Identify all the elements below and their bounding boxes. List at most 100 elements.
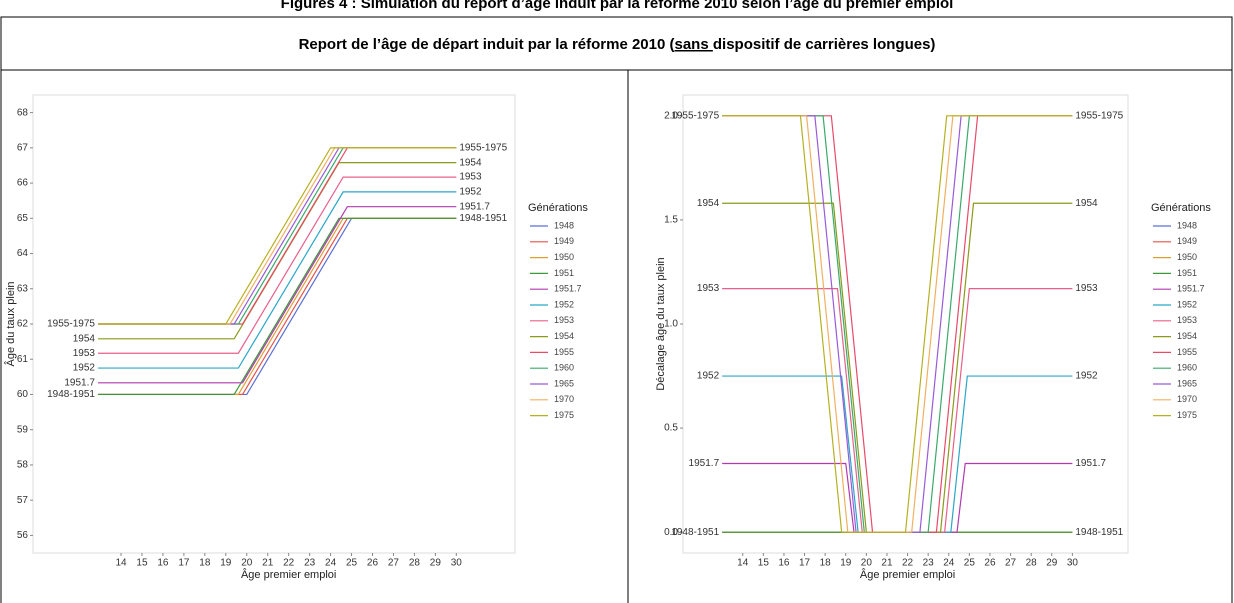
line-label: 1955-1975 — [1075, 110, 1123, 121]
line-label: 1951.7 — [689, 458, 720, 469]
y-tick-label: 56 — [17, 530, 29, 541]
x-tick-label: 28 — [1026, 558, 1038, 569]
legend-label: 1951 — [554, 268, 574, 278]
y-tick-label: 0.0 — [664, 527, 678, 538]
x-tick-label: 16 — [157, 558, 169, 569]
legend-label: 1960 — [1177, 363, 1197, 373]
x-axis-label: Âge premier emploi — [241, 568, 336, 581]
line-label: 1948-1951 — [1075, 527, 1123, 538]
x-tick-label: 29 — [1046, 558, 1058, 569]
y-tick-label: 68 — [17, 107, 29, 118]
x-tick-label: 17 — [799, 558, 811, 569]
x-tick-label: 23 — [304, 558, 316, 569]
table-border — [0, 16, 1233, 603]
x-tick-label: 25 — [346, 558, 358, 569]
line-label: 1952 — [459, 187, 482, 198]
line-label: 1954 — [73, 333, 96, 344]
heading-part: dispositif de carrières longues) — [713, 36, 936, 53]
legend-label: 1955 — [1177, 347, 1197, 357]
legend-label: 1954 — [1177, 331, 1197, 341]
x-tick-label: 18 — [820, 558, 832, 569]
x-tick-label: 21 — [262, 558, 274, 569]
line-label: 1948-1951 — [671, 527, 719, 538]
legend-label: 1960 — [554, 363, 574, 373]
line-label: 1953 — [1075, 283, 1098, 294]
legend-label: 1970 — [554, 394, 574, 404]
legend-label: 1953 — [1177, 315, 1197, 325]
x-tick-label: 28 — [409, 558, 421, 569]
x-tick-label: 26 — [367, 558, 379, 569]
legend-label: 1954 — [554, 331, 574, 341]
y-tick-label: 1.5 — [664, 215, 678, 226]
x-tick-label: 19 — [840, 558, 852, 569]
legend-label: 1948 — [1177, 220, 1197, 230]
x-tick-label: 14 — [115, 558, 127, 569]
legend-label: 1948 — [554, 220, 574, 230]
y-axis-label: Âge du taux plein — [4, 281, 17, 366]
x-tick-label: 22 — [902, 558, 914, 569]
line-label: 1951.7 — [459, 201, 490, 212]
line-label: 1952 — [697, 371, 720, 382]
x-axis-label: Âge premier emploi — [860, 568, 955, 581]
legend-label: 1951.7 — [554, 284, 582, 294]
x-tick-label: 19 — [220, 558, 232, 569]
y-axis-label: Décalage âge du taux plein — [655, 257, 667, 390]
line-label: 1953 — [73, 348, 96, 359]
x-tick-label: 15 — [136, 558, 148, 569]
line-label: 1952 — [73, 363, 96, 374]
x-tick-label: 30 — [451, 558, 463, 569]
x-tick-label: 20 — [861, 558, 873, 569]
legend-label: 1950 — [554, 252, 574, 262]
legend-label: 1975 — [554, 410, 574, 420]
y-tick-label: 66 — [17, 178, 29, 189]
legend-label: 1965 — [1177, 378, 1197, 388]
legend-label: 1951.7 — [1177, 284, 1205, 294]
heading-part: Report de l’âge de départ induit par la … — [299, 36, 675, 53]
series-line — [97, 176, 457, 354]
line-label: 1948-1951 — [459, 213, 507, 224]
x-tick-label: 14 — [737, 558, 749, 569]
figure-title: Figures 4 : Simulation du report d’âge i… — [281, 0, 954, 12]
line-label: 1954 — [1075, 198, 1098, 209]
y-tick-label: 62 — [17, 319, 29, 330]
legend-label: 1953 — [554, 315, 574, 325]
y-tick-label: 61 — [17, 354, 29, 365]
y-tick-label: 63 — [17, 283, 29, 294]
x-tick-label: 15 — [758, 558, 770, 569]
line-label: 1954 — [459, 157, 482, 168]
series-line — [97, 206, 457, 384]
plot-panel — [682, 94, 1129, 554]
heading-emphasis: sans — [675, 36, 713, 53]
series-line — [97, 217, 457, 396]
legend-label: 1950 — [1177, 252, 1197, 262]
x-tick-label: 20 — [241, 558, 253, 569]
legend-label: 1975 — [1177, 410, 1197, 420]
y-tick-label: 58 — [17, 460, 29, 471]
series-line — [97, 147, 457, 325]
line-label: 1951.7 — [1075, 458, 1106, 469]
x-tick-label: 27 — [388, 558, 400, 569]
y-tick-label: 1.0 — [664, 319, 678, 330]
y-tick-label: 59 — [17, 424, 29, 435]
x-tick-label: 16 — [778, 558, 790, 569]
x-tick-label: 26 — [984, 558, 996, 569]
x-tick-label: 24 — [325, 558, 337, 569]
line-label: 1953 — [459, 172, 482, 183]
line-label: 1955-1975 — [671, 110, 719, 121]
x-tick-label: 17 — [178, 558, 190, 569]
legend-label: 1951 — [1177, 268, 1197, 278]
y-tick-label: 2.0 — [664, 110, 678, 121]
x-tick-label: 22 — [283, 558, 295, 569]
legend-label: 1949 — [554, 236, 574, 246]
y-tick-label: 0.5 — [664, 423, 678, 434]
table-heading: Report de l’âge de départ induit par la … — [299, 36, 936, 53]
y-tick-label: 65 — [17, 213, 29, 224]
y-tick-label: 67 — [17, 142, 29, 153]
x-tick-label: 23 — [923, 558, 935, 569]
legend-title: Générations — [1151, 202, 1211, 214]
x-tick-label: 18 — [199, 558, 211, 569]
y-tick-label: 64 — [17, 248, 29, 259]
line-label: 1955-1975 — [47, 319, 95, 330]
legend-label: 1970 — [1177, 394, 1197, 404]
